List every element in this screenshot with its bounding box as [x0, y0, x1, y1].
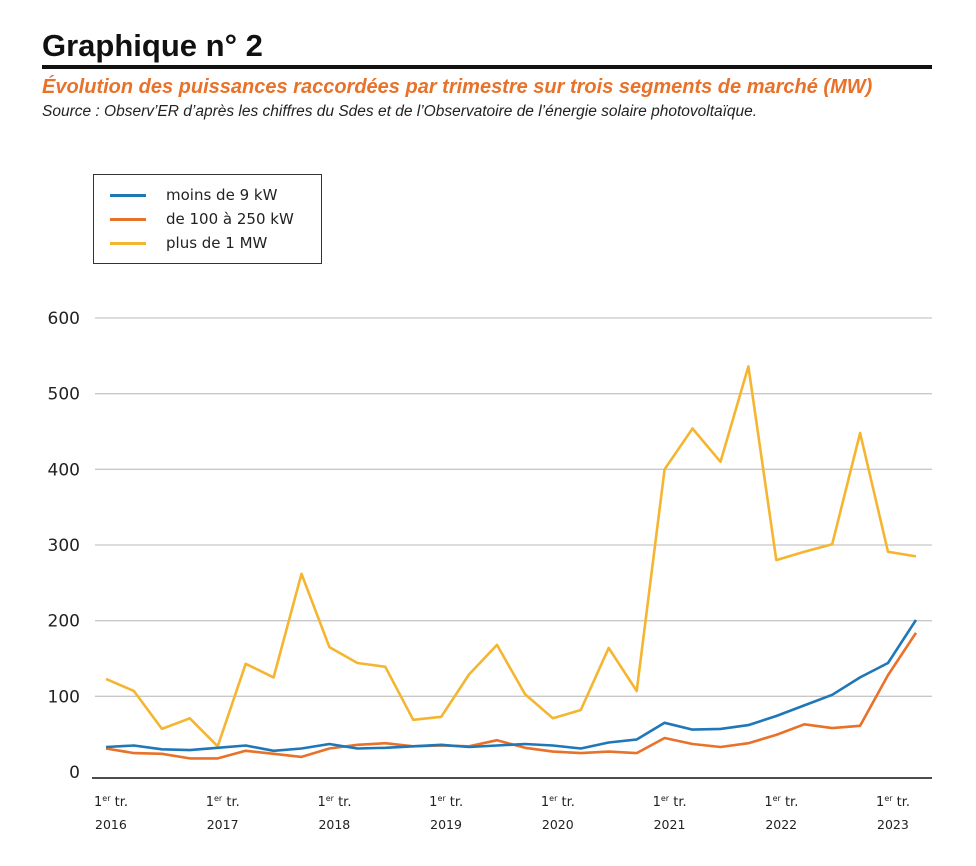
title-divider	[42, 65, 932, 69]
series-line-moins-de-9-kw	[105, 619, 918, 753]
y-tick-label: 400	[48, 460, 80, 480]
y-tick-label: 300	[48, 536, 80, 556]
x-tick-year: 2017	[207, 817, 239, 832]
y-tick-label: 500	[48, 385, 80, 405]
legend-label: moins de 9 kW	[166, 186, 278, 204]
legend-item: moins de 9 kW	[110, 185, 277, 205]
legend-swatch	[110, 217, 146, 221]
legend-item: plus de 1 MW	[110, 233, 267, 253]
x-tick-label: 1er tr.	[429, 794, 463, 810]
chart-subtitle: Évolution des puissances raccordées par …	[42, 76, 873, 98]
y-tick-label: 100	[48, 687, 80, 707]
x-tick-year: 2022	[765, 817, 797, 832]
x-tick-label: 1er tr.	[876, 794, 910, 810]
y-tick-label: 0	[69, 763, 80, 783]
legend-item: de 100 à 250 kW	[110, 209, 294, 229]
x-tick-label: 1er tr.	[764, 794, 798, 810]
x-tick-label: 1er tr.	[653, 794, 687, 810]
legend-swatch	[110, 193, 146, 197]
x-tick-label: 1er tr.	[317, 794, 351, 810]
x-tick-year: 2020	[542, 817, 574, 832]
x-tick-year: 2021	[654, 817, 686, 832]
legend-label: plus de 1 MW	[166, 234, 268, 252]
y-tick-label: 600	[48, 309, 80, 329]
x-tick-year: 2019	[430, 817, 462, 832]
series-line-plus-de-1-mw	[105, 365, 917, 748]
legend-swatch	[110, 241, 146, 245]
legend-label: de 100 à 250 kW	[166, 210, 294, 228]
y-tick-label: 200	[48, 612, 80, 632]
chart-title: Graphique n° 2	[42, 28, 263, 63]
x-tick-year: 2016	[95, 817, 127, 832]
x-tick-label: 1er tr.	[94, 794, 128, 810]
x-tick-year: 2023	[877, 817, 909, 832]
legend: moins de 9 kW de 100 à 250 kW plus de 1 …	[93, 174, 322, 264]
series-line-de-100-a-250-kw	[105, 632, 918, 760]
x-tick-year: 2018	[318, 817, 350, 832]
x-tick-label: 1er tr.	[541, 794, 575, 810]
chart-source: Source : Observ’ER d’après les chiffres …	[42, 103, 758, 120]
x-tick-label: 1er tr.	[206, 794, 240, 810]
